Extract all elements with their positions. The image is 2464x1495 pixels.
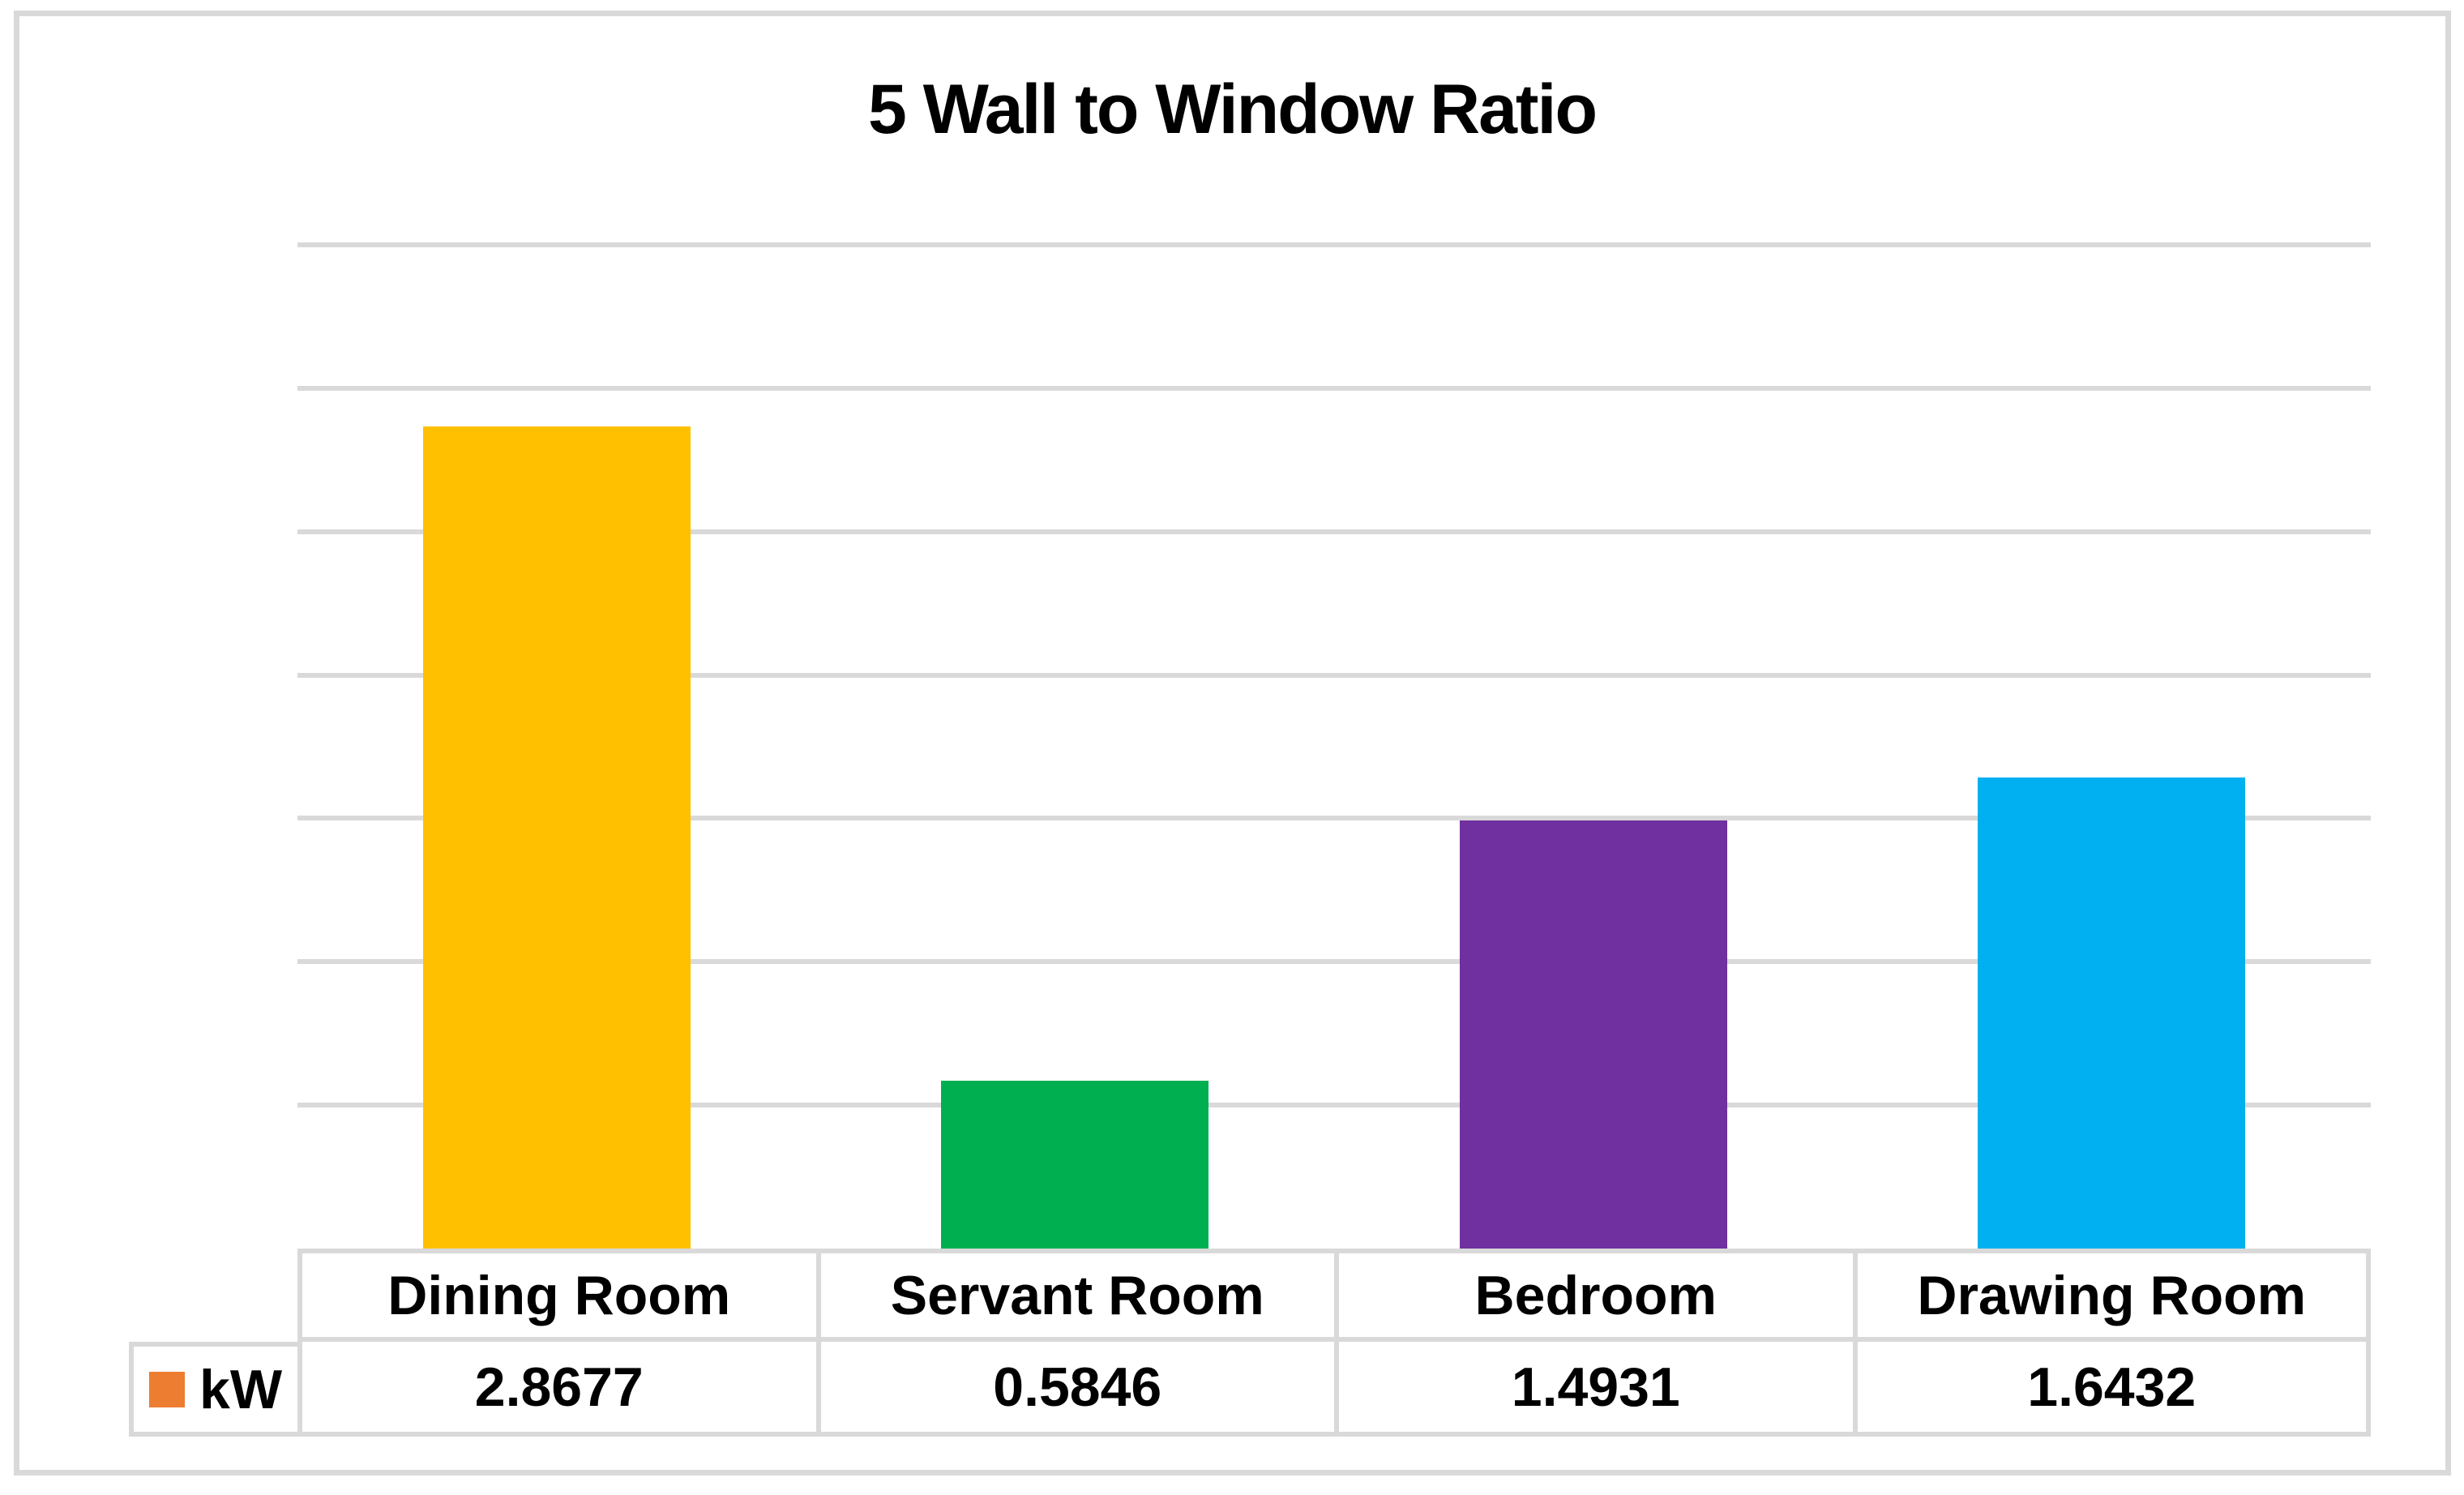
column-header-bedroom: Bedroom <box>1334 1249 1853 1342</box>
gridline <box>297 529 2371 534</box>
bar-bedroom[interactable] <box>1459 820 1727 1249</box>
data-table: Dining Room Servant Room Bedroom Drawing Ro… <box>129 1249 2371 1437</box>
chart-title[interactable]: 5 Wall to Window Ratio <box>868 71 1598 148</box>
value-cell-drawing-room: 1.6432 <box>1852 1342 2371 1437</box>
bar-servant-room[interactable] <box>941 1081 1209 1249</box>
column-header-drawing-room: Drawing Room <box>1852 1249 2371 1342</box>
legend-key-swatch <box>149 1371 185 1407</box>
column-header-dining-room: Dining Room <box>297 1249 816 1342</box>
bar-drawing-room[interactable] <box>1978 777 2246 1249</box>
gridline <box>297 385 2371 391</box>
legend-cell: kW <box>129 1342 297 1437</box>
series-name-label: kW <box>199 1358 282 1420</box>
gridline <box>297 816 2371 821</box>
gridline <box>297 672 2371 678</box>
gridline <box>297 1103 2371 1108</box>
table-corner-spacer <box>129 1249 297 1342</box>
value-cell-dining-room: 2.8677 <box>297 1342 816 1437</box>
value-cell-bedroom: 1.4931 <box>1334 1342 1853 1437</box>
gridline <box>297 242 2371 247</box>
column-header-servant-room: Servant Room <box>815 1249 1334 1342</box>
bar-dining-room[interactable] <box>422 426 691 1249</box>
value-cell-servant-room: 0.5846 <box>815 1342 1334 1437</box>
gridline <box>297 959 2371 965</box>
